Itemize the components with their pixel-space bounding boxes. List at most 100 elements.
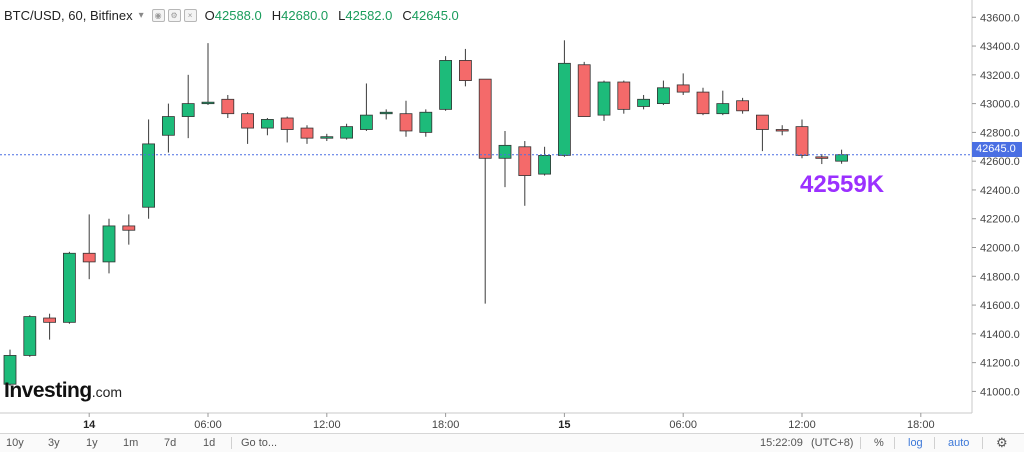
candle-body [617,81,631,110]
candle [63,251,76,324]
eye-icon[interactable]: ◉ [151,8,165,22]
candle-body [201,101,215,105]
candle-body [736,100,749,112]
candle [637,94,650,110]
candle-body [558,62,571,156]
candle-body [379,111,393,115]
y-tick-label: 42800.0 [980,127,1020,139]
candle-body [122,225,136,231]
candle [260,118,274,136]
candle-body [23,316,37,356]
x-axis: 14 06:00 12:00 18:00 15 06:00 12:00 18:00 [0,412,972,431]
candle [577,61,591,117]
candle [716,90,730,116]
candle-body [577,64,591,117]
candle [538,146,551,176]
auto-toggle[interactable]: auto [948,437,970,449]
range-3y-button[interactable]: 3y [48,437,60,449]
y-tick-label: 41800.0 [980,271,1020,283]
candle [82,214,96,280]
candle [399,100,413,137]
last-price-badge: 42645.0 [972,142,1022,157]
log-toggle[interactable]: log [908,437,923,449]
chart-header: BTC/USD, 60, Bitfinex ▾ ◉ ⚙ × O42588.0 H… [0,5,469,25]
range-1m-button[interactable]: 1m [123,437,139,449]
candle-body [221,98,235,115]
settings-icon[interactable]: ⚙ [167,8,181,22]
candle-body [280,117,294,130]
candle-body [597,81,611,116]
candle [696,87,710,116]
candle-body [43,317,56,323]
candle-body [498,144,512,159]
goto-button[interactable]: Go to... [241,437,278,449]
divider [860,437,861,449]
candle-body [716,103,730,115]
candle [439,56,453,111]
y-tick-label: 41000.0 [980,386,1020,398]
y-tick-label: 41600.0 [980,300,1020,312]
y-tick-label: 43000.0 [980,99,1020,111]
candle [161,103,175,153]
candle-body [102,225,116,263]
range-7d-button[interactable]: 7d [164,437,177,449]
candle [102,218,116,274]
candle-body [300,127,314,139]
range-10y-button[interactable]: 10y [6,437,24,449]
divider [894,437,895,449]
candle-body [458,60,472,81]
x-tick-label: 06:00 [669,419,697,431]
candle [597,80,611,121]
candle [795,119,809,159]
candle [280,116,294,143]
candle-body [756,114,769,130]
candle [23,315,37,357]
timezone-label[interactable]: (UTC+8) [811,437,854,449]
ohlc-open: O42588.0 [204,7,262,23]
x-tick-label: 18:00 [907,419,935,431]
candle [181,74,195,139]
candle [340,123,354,140]
y-tick-label: 42400.0 [980,185,1020,197]
candle [775,125,789,136]
symbol-label[interactable]: BTC/USD, 60, Bitfinex [4,7,133,23]
y-tick-label: 43400.0 [980,41,1020,53]
candle [617,80,631,114]
candle-body [82,252,96,263]
candle-body [637,98,650,107]
candle [756,114,769,152]
divider [982,437,983,449]
percent-toggle[interactable]: % [874,437,884,449]
ohlc-low: L42582.0 [338,7,393,23]
gear-icon[interactable]: ⚙ [996,435,1008,450]
ohlc-high: H42680.0 [271,7,329,23]
candle [300,125,314,144]
candle [241,112,255,144]
price-annotation: 42559K [800,171,885,198]
candle [221,94,235,118]
candle-body [538,155,551,175]
investing-logo: Investing.com [4,379,123,402]
candle [3,349,17,386]
clock-time: 15:22:09 [760,437,803,449]
candle [835,149,848,164]
candle-body [161,116,175,136]
candle-body [815,156,829,159]
y-tick-label: 43600.0 [980,12,1020,24]
divider [231,437,232,449]
candle-body [835,154,848,162]
chevron-down-icon[interactable]: ▾ [138,9,144,21]
candle-body [320,136,334,139]
candle-body [518,146,532,176]
candle [558,40,571,157]
candle-body [181,103,195,117]
x-tick-label: 12:00 [788,419,816,431]
range-1d-button[interactable]: 1d [203,437,216,449]
divider [934,437,935,449]
y-tick-label: 41200.0 [980,358,1020,370]
candle [320,133,334,142]
candle [419,109,433,137]
range-1y-button[interactable]: 1y [86,437,98,449]
close-icon[interactable]: × [183,8,197,22]
candle-body [3,355,17,385]
